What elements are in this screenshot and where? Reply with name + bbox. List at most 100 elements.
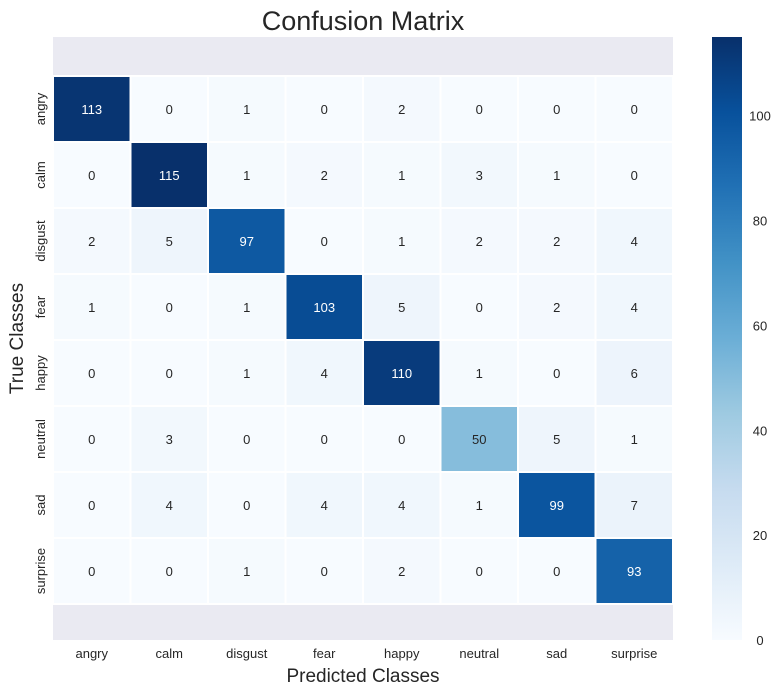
heatmap-cell-disgust-happy bbox=[362, 207, 442, 275]
colorbar-tick-label: 20 bbox=[753, 528, 767, 543]
colorbar-tick-label: 60 bbox=[753, 318, 767, 333]
heatmap-cell-neutral-disgust bbox=[207, 405, 287, 473]
heatmap-cell-neutral-fear bbox=[284, 405, 364, 473]
heatmap-cell-surprise-angry bbox=[52, 537, 132, 605]
x-tick-label-happy: happy bbox=[384, 646, 420, 661]
heatmap-cell-calm-neutral bbox=[439, 141, 519, 209]
cell-value-label: 0 bbox=[88, 366, 95, 381]
cell-value-label: 0 bbox=[631, 102, 638, 117]
y-tick-label-surprise: surprise bbox=[33, 548, 48, 594]
cell-value-label: 1 bbox=[476, 498, 483, 513]
cell-value-label: 1 bbox=[243, 366, 250, 381]
cell-value-label: 5 bbox=[166, 234, 173, 249]
heatmap-cell-sad-neutral bbox=[439, 471, 519, 539]
cell-value-label: 0 bbox=[476, 102, 483, 117]
heatmap-cell-calm-angry bbox=[52, 141, 132, 209]
heatmap-cell-calm-happy bbox=[362, 141, 442, 209]
cell-value-label: 5 bbox=[398, 300, 405, 315]
cell-value-label: 0 bbox=[631, 168, 638, 183]
heatmap-cell-surprise-happy bbox=[362, 537, 442, 605]
cell-value-label: 2 bbox=[398, 102, 405, 117]
y-tick-label-happy: happy bbox=[33, 355, 48, 391]
x-tick-label-fear: fear bbox=[313, 646, 336, 661]
cell-value-label: 1 bbox=[553, 168, 560, 183]
cell-value-label: 1 bbox=[243, 564, 250, 579]
heatmap-cell-happy-sad bbox=[517, 339, 597, 407]
x-tick-label-disgust: disgust bbox=[226, 646, 268, 661]
heatmap-cell-neutral-surprise bbox=[594, 405, 674, 473]
cell-value-label: 0 bbox=[166, 564, 173, 579]
cell-value-label: 2 bbox=[321, 168, 328, 183]
heatmap-cell-neutral-happy bbox=[362, 405, 442, 473]
colorbar-tick-label: 100 bbox=[749, 109, 771, 124]
heatmap-cell-sad-sad bbox=[517, 471, 597, 539]
cell-value-label: 0 bbox=[321, 234, 328, 249]
cell-value-label: 4 bbox=[398, 498, 405, 513]
colorbar bbox=[712, 37, 742, 640]
cell-value-label: 1 bbox=[243, 102, 250, 117]
cell-value-label: 0 bbox=[321, 564, 328, 579]
cell-value-label: 0 bbox=[243, 432, 250, 447]
y-tick-labels: angry calm disgust fear happy neutral sad surpr… bbox=[33, 92, 48, 594]
x-tick-label-angry: angry bbox=[75, 646, 108, 661]
cell-value-label: 1 bbox=[476, 366, 483, 381]
heatmap-cell-angry-disgust bbox=[207, 75, 287, 143]
chart-title: Confusion Matrix bbox=[262, 6, 465, 36]
heatmap-cell-disgust-disgust bbox=[207, 207, 287, 275]
cell-value-label: 50 bbox=[472, 432, 486, 447]
y-tick-label-fear: fear bbox=[33, 295, 48, 318]
heatmap-cell-surprise-fear bbox=[284, 537, 364, 605]
cell-value-label: 0 bbox=[321, 102, 328, 117]
heatmap-cell-surprise-disgust bbox=[207, 537, 287, 605]
cell-value-label: 4 bbox=[166, 498, 173, 513]
heatmap-cell-surprise-calm bbox=[129, 537, 209, 605]
cell-value-label: 0 bbox=[321, 432, 328, 447]
cell-value-label: 4 bbox=[321, 498, 328, 513]
heatmap-cell-disgust-surprise bbox=[594, 207, 674, 275]
cell-value-label: 0 bbox=[243, 498, 250, 513]
x-tick-label-surprise: surprise bbox=[611, 646, 657, 661]
cell-value-label: 2 bbox=[553, 300, 560, 315]
cell-value-label: 0 bbox=[553, 102, 560, 117]
cell-value-label: 5 bbox=[553, 432, 560, 447]
cell-value-label: 115 bbox=[159, 168, 180, 183]
cell-value-label: 7 bbox=[631, 498, 638, 513]
colorbar-tick-label: 80 bbox=[753, 214, 767, 229]
heatmap-cell-sad-surprise bbox=[594, 471, 674, 539]
colorbar-tick-label: 0 bbox=[756, 633, 763, 648]
cell-value-label: 6 bbox=[631, 366, 638, 381]
y-tick-label-neutral: neutral bbox=[33, 419, 48, 459]
cell-value-label: 1 bbox=[398, 234, 405, 249]
cell-value-label: 2 bbox=[88, 234, 95, 249]
heatmap-cell-calm-calm bbox=[129, 141, 209, 209]
y-tick-label-disgust: disgust bbox=[33, 220, 48, 262]
heatmap-cell-happy-neutral bbox=[439, 339, 519, 407]
cell-value-label: 4 bbox=[631, 234, 638, 249]
heatmap-cell-angry-calm bbox=[129, 75, 209, 143]
heatmap-cell-sad-calm bbox=[129, 471, 209, 539]
cell-value-label: 4 bbox=[631, 300, 638, 315]
cell-value-label: 103 bbox=[313, 300, 335, 315]
heatmap-cell-neutral-angry bbox=[52, 405, 132, 473]
cell-value-label: 3 bbox=[166, 432, 173, 447]
heatmap-cell-surprise-neutral bbox=[439, 537, 519, 605]
cell-value-label: 0 bbox=[398, 432, 405, 447]
x-tick-labels: angry calm disgust fear happy neutral sad surpr… bbox=[75, 646, 657, 661]
heatmap-cell-disgust-sad bbox=[517, 207, 597, 275]
cell-value-label: 113 bbox=[81, 102, 102, 117]
x-tick-label-calm: calm bbox=[156, 646, 183, 661]
cell-value-label: 1 bbox=[243, 168, 250, 183]
y-tick-label-calm: calm bbox=[33, 161, 48, 188]
cell-value-label: 0 bbox=[88, 498, 95, 513]
heatmap-cell-disgust-angry bbox=[52, 207, 132, 275]
cell-value-label: 0 bbox=[476, 564, 483, 579]
heatmap-cell-fear-neutral bbox=[439, 273, 519, 341]
heatmap-cell-calm-fear bbox=[284, 141, 364, 209]
x-tick-label-sad: sad bbox=[546, 646, 567, 661]
cell-value-label: 1 bbox=[631, 432, 638, 447]
heatmap-cell-happy-surprise bbox=[594, 339, 674, 407]
cell-value-label: 1 bbox=[398, 168, 405, 183]
y-tick-label-angry: angry bbox=[33, 92, 48, 125]
